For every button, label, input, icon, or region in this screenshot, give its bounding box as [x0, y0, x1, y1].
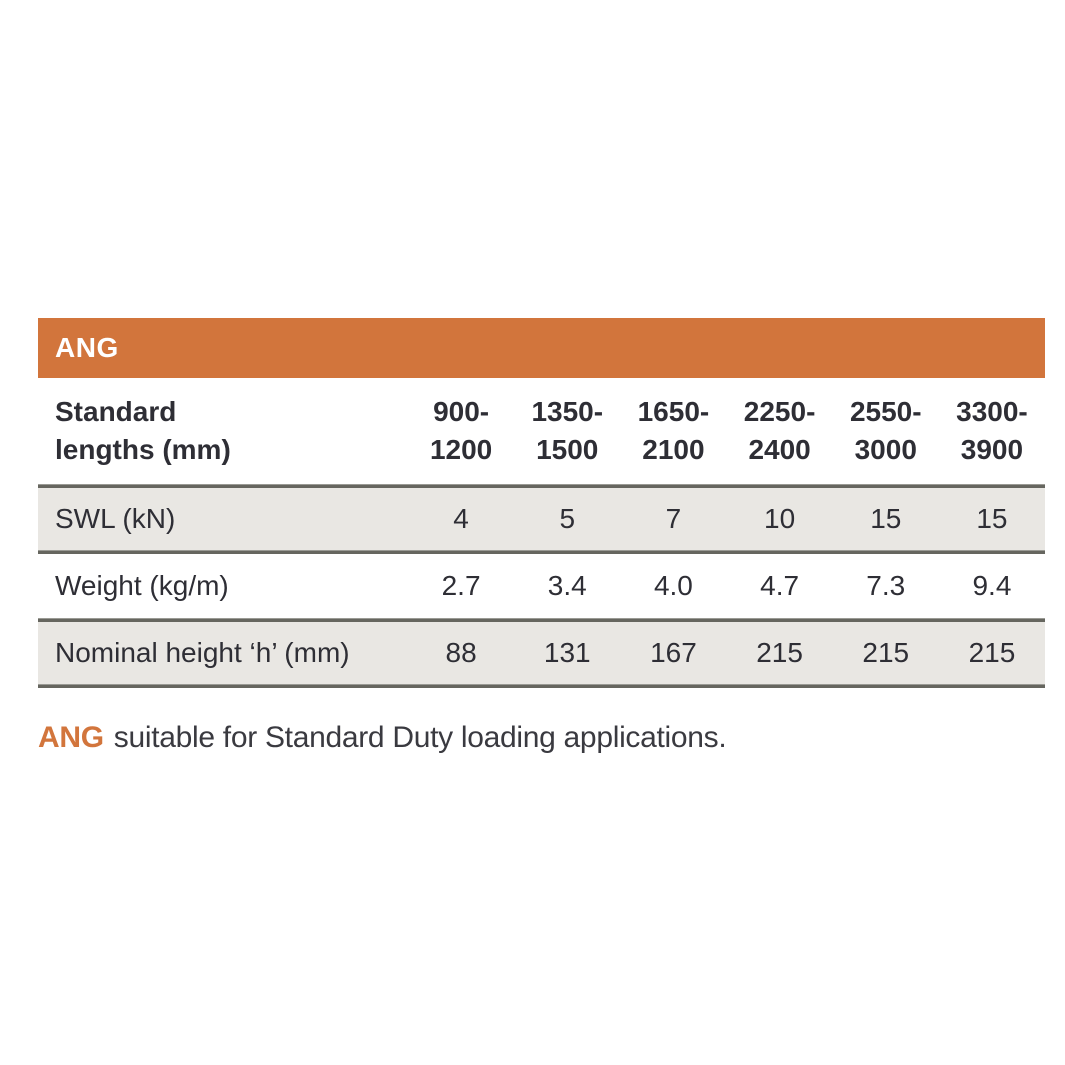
column-header: 3300- 3900	[956, 396, 1028, 465]
table-cell: 4	[453, 503, 469, 534]
table-row-nominal-height: Nominal height ‘h’ (mm) 88 131 167 215 2…	[38, 622, 1045, 684]
table-cell: 9.4	[972, 570, 1012, 601]
spec-table: ANG Standard lengths (mm) 900- 1200 1350…	[38, 318, 1045, 688]
table-cell: 10	[764, 503, 796, 534]
divider-rule	[38, 618, 1045, 622]
table-cell: 15	[976, 503, 1008, 534]
row-label: Weight (kg/m)	[55, 570, 229, 601]
column-header: 1350- 1500	[531, 396, 604, 465]
table-cell: 15	[870, 503, 902, 534]
table-header-row: Standard lengths (mm) 900- 1200 1350- 15…	[38, 378, 1045, 484]
table-row-swl: SWL (kN) 4 5 7 10 15 15	[38, 488, 1045, 550]
table-title: ANG	[55, 332, 119, 363]
table-row-weight: Weight (kg/m) 2.7 3.4 4.0 4.7 7.3 9.4	[38, 554, 1045, 618]
footnote-brand: ANG	[38, 721, 104, 754]
table-cell: 4.7	[760, 570, 800, 601]
column-header: 2550- 3000	[849, 396, 922, 465]
divider-rule	[38, 550, 1045, 554]
table-cell: 215	[862, 637, 910, 668]
row-label: Nominal height ‘h’ (mm)	[55, 637, 350, 668]
divider-rule	[38, 684, 1045, 688]
table-cell: 7	[665, 503, 682, 534]
table-cell: 2.7	[441, 570, 481, 601]
column-header: 1650- 2100	[637, 396, 710, 465]
divider-rule	[38, 484, 1045, 488]
column-header: 900- 1200	[429, 396, 493, 465]
table-cell: 88	[445, 637, 477, 668]
table-title-bar: ANG	[38, 318, 1045, 378]
column-header: 2250- 2400	[743, 396, 816, 465]
table-cell: 215	[756, 637, 803, 668]
row-label: SWL (kN)	[55, 503, 176, 534]
footnote-text: suitable for Standard Duty loading appli…	[113, 721, 727, 754]
table-cell: 167	[650, 637, 697, 668]
corner-header-label: Standard lengths (mm)	[55, 396, 231, 465]
table-cell: 7.3	[866, 570, 906, 601]
table-cell: 3.4	[547, 570, 587, 601]
footnote: ANG suitable for Standard Duty loading ap…	[38, 716, 727, 760]
table-cell: 215	[968, 637, 1016, 668]
table-cell: 4.0	[653, 570, 693, 601]
table-cell: 131	[543, 637, 591, 668]
table-cell: 5	[559, 503, 576, 534]
